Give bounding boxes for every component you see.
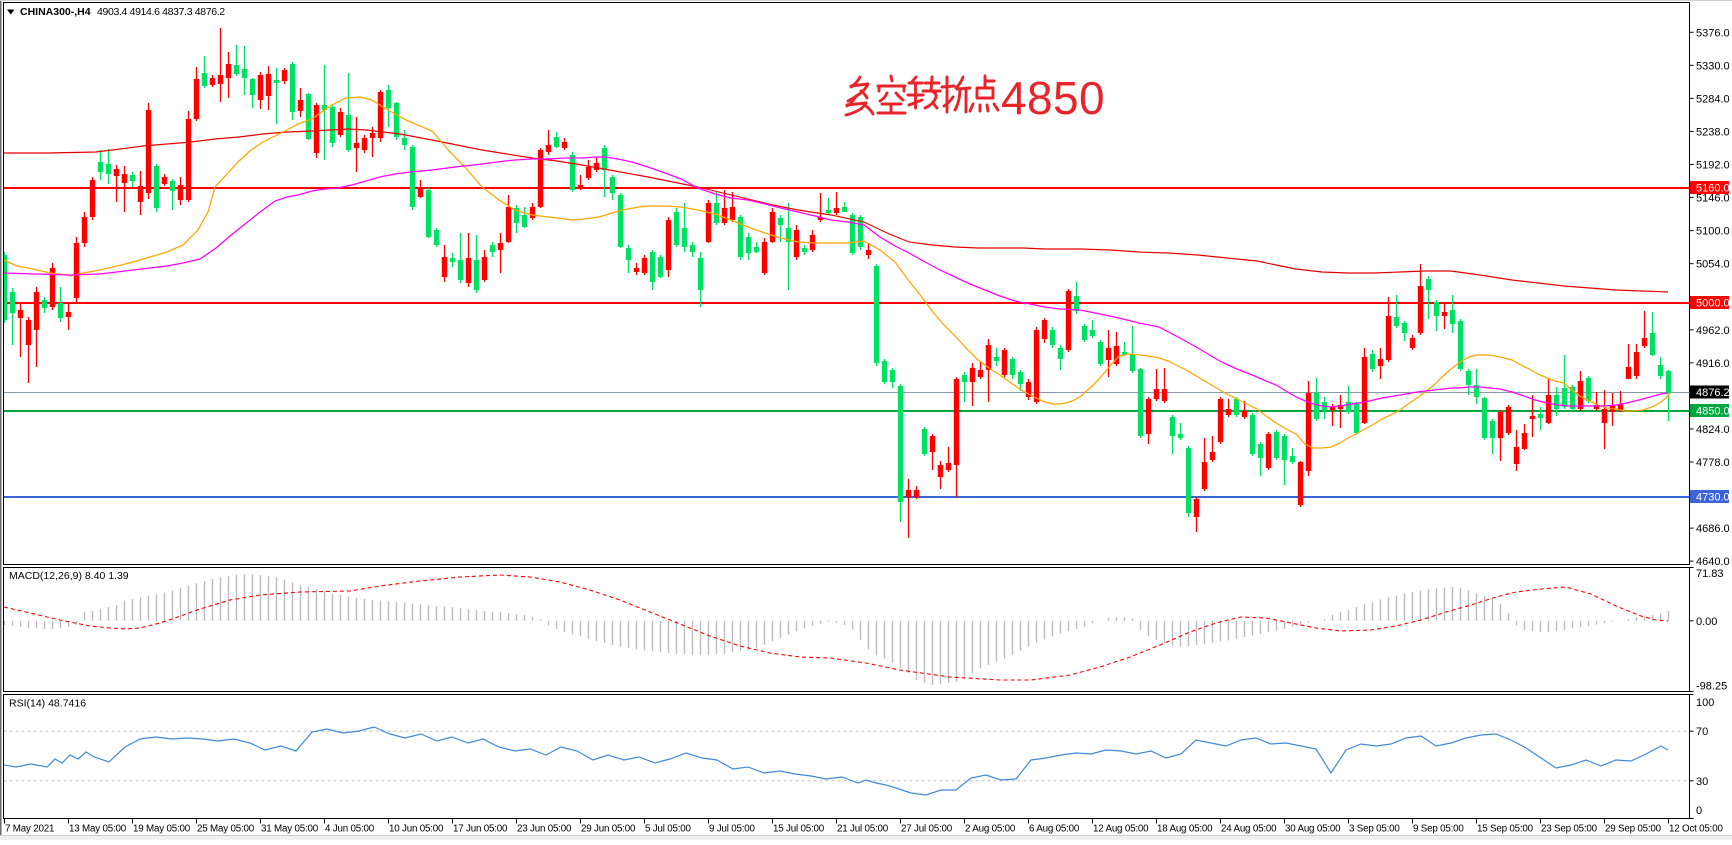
svg-text:9 Jul 05:00: 9 Jul 05:00 xyxy=(709,824,755,835)
svg-text:4824.0: 4824.0 xyxy=(1696,424,1730,436)
svg-text:RSI(14) 48.7416: RSI(14) 48.7416 xyxy=(9,698,86,710)
svg-text:21 Jul 05:00: 21 Jul 05:00 xyxy=(837,824,889,835)
svg-text:100: 100 xyxy=(1696,697,1714,709)
svg-text:3 Sep 05:00: 3 Sep 05:00 xyxy=(1349,824,1400,835)
svg-text:5160.0: 5160.0 xyxy=(1696,183,1730,195)
svg-text:15 Jul 05:00: 15 Jul 05:00 xyxy=(773,824,825,835)
svg-text:5376.0: 5376.0 xyxy=(1696,27,1730,39)
svg-text:4730.0: 4730.0 xyxy=(1696,492,1730,504)
svg-text:0.00: 0.00 xyxy=(1696,616,1717,628)
svg-text:5 Jul 05:00: 5 Jul 05:00 xyxy=(645,824,691,835)
svg-text:29 Jun 05:00: 29 Jun 05:00 xyxy=(581,824,636,835)
svg-text:5000.0: 5000.0 xyxy=(1696,298,1730,310)
svg-text:0: 0 xyxy=(1696,805,1702,817)
svg-text:4686.0: 4686.0 xyxy=(1696,523,1730,535)
svg-text:10 Jun 05:00: 10 Jun 05:00 xyxy=(389,824,444,835)
svg-text:4640.0: 4640.0 xyxy=(1696,556,1730,568)
svg-text:4903.4 4914.6 4837.3 4876.2: 4903.4 4914.6 4837.3 4876.2 xyxy=(97,6,225,18)
svg-text:5238.0: 5238.0 xyxy=(1696,126,1730,138)
svg-text:13 May 05:00: 13 May 05:00 xyxy=(69,824,127,835)
svg-text:17 Jun 05:00: 17 Jun 05:00 xyxy=(453,824,508,835)
svg-text:12 Aug 05:00: 12 Aug 05:00 xyxy=(1093,824,1149,835)
svg-text:71.83: 71.83 xyxy=(1696,568,1724,580)
svg-text:5100.0: 5100.0 xyxy=(1696,226,1730,238)
svg-text:4916.0: 4916.0 xyxy=(1696,358,1730,370)
svg-text:4778.0: 4778.0 xyxy=(1696,457,1730,469)
svg-text:5054.0: 5054.0 xyxy=(1696,259,1730,271)
svg-text:15 Sep 05:00: 15 Sep 05:00 xyxy=(1477,824,1534,835)
svg-text:MACD(12,26,9) 8.40 1.39: MACD(12,26,9) 8.40 1.39 xyxy=(9,570,129,582)
svg-text:7 May 2021: 7 May 2021 xyxy=(5,824,54,835)
svg-text:6 Aug 05:00: 6 Aug 05:00 xyxy=(1029,824,1080,835)
svg-text:23 Jun 05:00: 23 Jun 05:00 xyxy=(517,824,572,835)
svg-text:19 May 05:00: 19 May 05:00 xyxy=(133,824,191,835)
svg-text:31 May 05:00: 31 May 05:00 xyxy=(261,824,319,835)
svg-text:30: 30 xyxy=(1696,776,1708,788)
svg-text:30 Aug 05:00: 30 Aug 05:00 xyxy=(1285,824,1341,835)
svg-text:4850.0: 4850.0 xyxy=(1696,406,1730,418)
svg-text:-98.25: -98.25 xyxy=(1696,681,1727,693)
svg-text:5284.0: 5284.0 xyxy=(1696,93,1730,105)
svg-text:4876.2: 4876.2 xyxy=(1696,387,1730,399)
svg-text:25 May 05:00: 25 May 05:00 xyxy=(197,824,255,835)
svg-text:27 Jul 05:00: 27 Jul 05:00 xyxy=(901,824,953,835)
svg-text:5146.0: 5146.0 xyxy=(1696,193,1730,205)
svg-text:CHINA300-,H4: CHINA300-,H4 xyxy=(20,6,91,18)
svg-text:24 Aug 05:00: 24 Aug 05:00 xyxy=(1221,824,1277,835)
svg-text:4962.0: 4962.0 xyxy=(1696,325,1730,337)
svg-text:70: 70 xyxy=(1696,726,1708,738)
svg-text:29 Sep 05:00: 29 Sep 05:00 xyxy=(1605,824,1662,835)
svg-text:5330.0: 5330.0 xyxy=(1696,60,1730,72)
svg-text:18 Aug 05:00: 18 Aug 05:00 xyxy=(1157,824,1213,835)
svg-text:12 Oct 05:00: 12 Oct 05:00 xyxy=(1669,824,1723,835)
svg-text:23 Sep 05:00: 23 Sep 05:00 xyxy=(1541,824,1598,835)
svg-text:4850: 4850 xyxy=(1001,72,1105,124)
svg-text:2 Aug 05:00: 2 Aug 05:00 xyxy=(965,824,1016,835)
svg-text:5192.0: 5192.0 xyxy=(1696,160,1730,172)
svg-text:4 Jun 05:00: 4 Jun 05:00 xyxy=(325,824,375,835)
svg-text:9 Sep 05:00: 9 Sep 05:00 xyxy=(1413,824,1464,835)
